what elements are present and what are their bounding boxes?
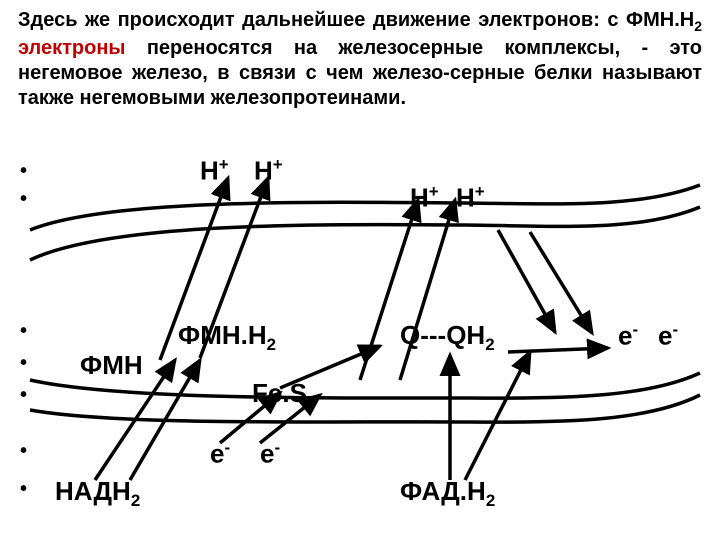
- electron-arrow: [465, 352, 530, 480]
- membrane-curve: [30, 207, 700, 260]
- electron-transport-diagram: [0, 0, 720, 540]
- electron-arrow: [530, 232, 592, 333]
- electron-arrow: [508, 348, 608, 352]
- electron-arrow: [498, 230, 555, 332]
- membrane-curve: [30, 373, 700, 398]
